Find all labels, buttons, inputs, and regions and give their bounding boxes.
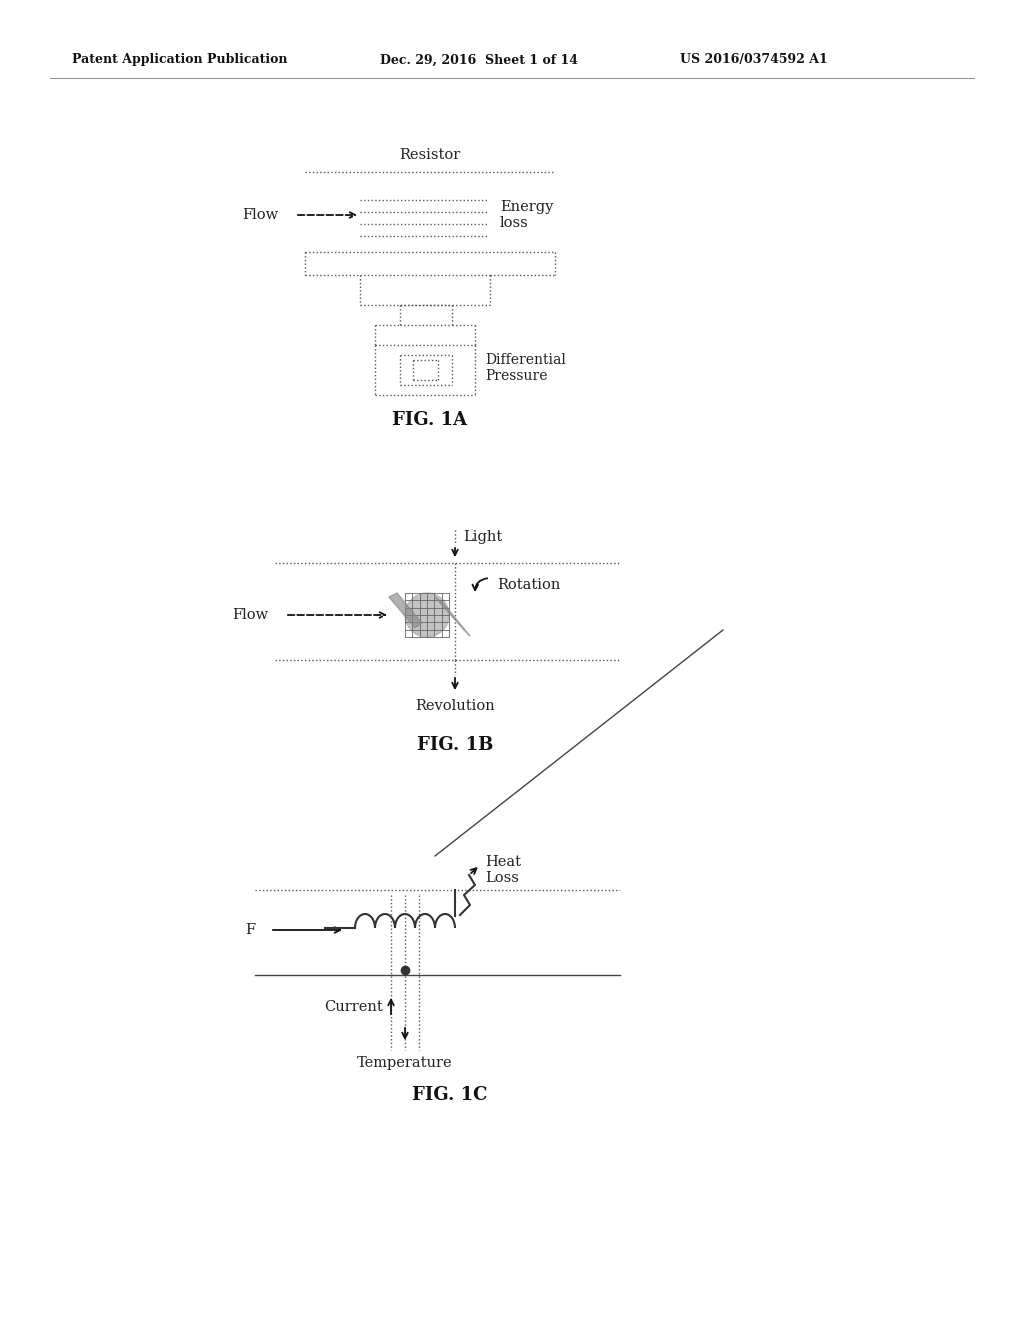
Text: Revolution: Revolution (415, 700, 495, 713)
Text: Dec. 29, 2016  Sheet 1 of 14: Dec. 29, 2016 Sheet 1 of 14 (380, 54, 578, 66)
Text: Flow: Flow (242, 209, 278, 222)
Text: Flow: Flow (231, 609, 268, 622)
Text: FIG. 1B: FIG. 1B (417, 737, 494, 754)
Text: FIG. 1C: FIG. 1C (413, 1086, 487, 1104)
Polygon shape (435, 597, 470, 636)
Text: Light: Light (463, 531, 502, 544)
Text: Temperature: Temperature (357, 1056, 453, 1071)
Text: US 2016/0374592 A1: US 2016/0374592 A1 (680, 54, 827, 66)
Text: Current: Current (325, 1001, 383, 1014)
Text: Patent Application Publication: Patent Application Publication (72, 54, 288, 66)
Circle shape (406, 593, 449, 638)
Text: F: F (245, 923, 255, 937)
Polygon shape (389, 593, 422, 628)
Text: Energy
loss: Energy loss (500, 199, 553, 230)
Text: Differential
Pressure: Differential Pressure (485, 352, 566, 383)
Text: Rotation: Rotation (497, 578, 560, 591)
Text: Resistor: Resistor (399, 148, 461, 162)
Text: Heat
Loss: Heat Loss (485, 855, 521, 886)
Text: FIG. 1A: FIG. 1A (392, 411, 468, 429)
